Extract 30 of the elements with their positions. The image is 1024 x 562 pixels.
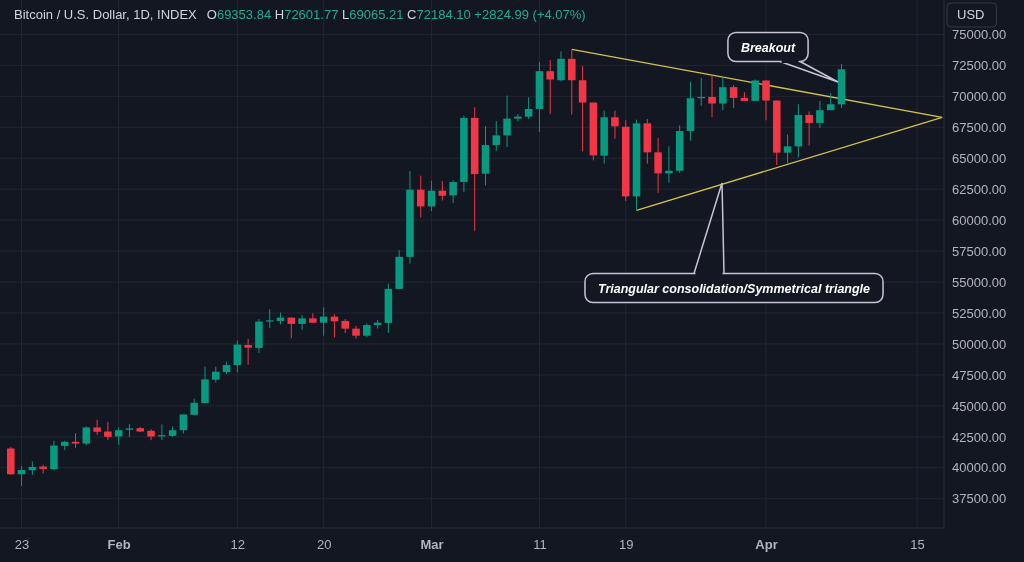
y-axis-title: USD [957, 7, 985, 22]
annotation: Breakout [740, 40, 796, 55]
text: O69353.84 H72601.77 L69065.21 C72184.10 +2824.99 (+4.07%) [206, 7, 586, 22]
x-tick-label: 15 [910, 537, 925, 553]
y-tick-label: 55000.00 [952, 274, 1007, 290]
y-tick-label: 57500.00 [952, 243, 1007, 259]
y-tick-label: 47500.00 [952, 367, 1007, 383]
x-tick-label: Mar [420, 537, 444, 553]
y-tick-label: 42500.00 [952, 429, 1007, 445]
x-tick-label: 19 [619, 537, 634, 553]
x-tick-label: 12 [230, 537, 246, 553]
y-tick-label: 70000.00 [952, 89, 1007, 104]
y-tick-label: 67500.00 [952, 119, 1007, 135]
y-tick-label: 52500.00 [952, 305, 1007, 321]
x-tick-label: 23 [14, 537, 30, 553]
x-tick-label: 11 [533, 537, 547, 553]
x-tick-label: 20 [316, 537, 332, 553]
text: Bitcoin / U.S. Dollar, 1D, INDEX [14, 7, 198, 22]
y-tick-label: 40000.00 [952, 460, 1007, 476]
y-tick-label: 62500.00 [952, 181, 1007, 197]
y-tick-label: 60000.00 [952, 212, 1007, 228]
x-tick-label: Apr [755, 537, 778, 553]
y-tick-label: 37500.00 [952, 491, 1007, 507]
annotation: Triangular consolidation/Symmetrical triangle [597, 281, 871, 296]
y-tick-label: 45000.00 [952, 398, 1007, 414]
x-tick-label: Feb [107, 537, 131, 553]
y-tick-label: 50000.00 [952, 336, 1007, 352]
y-tick-label: 75000.00 [952, 27, 1007, 43]
y-tick-label: 72500.00 [952, 58, 1007, 74]
y-tick-label: 65000.00 [952, 150, 1007, 166]
